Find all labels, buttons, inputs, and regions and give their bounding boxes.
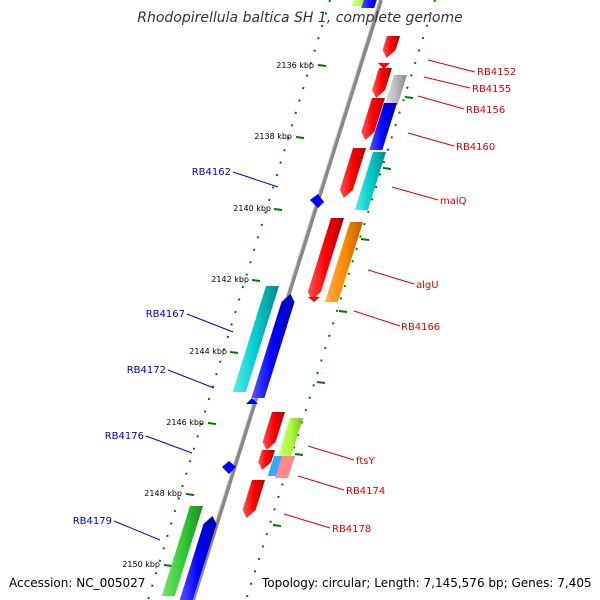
kbp-label: 2144 kbp [189, 347, 227, 356]
gene-red-a[interactable] [372, 68, 392, 98]
gene-top-red[interactable] [382, 36, 400, 58]
kbp-label: 2138 kbp [254, 132, 292, 141]
gene-red-d[interactable] [258, 450, 275, 470]
arrowhead-blue-2 [246, 398, 258, 404]
page-title: Rhodopirellula baltica SH 1, complete ge… [137, 10, 463, 26]
gene-top-blue[interactable] [361, 0, 383, 8]
gene-track [161, 0, 407, 600]
right-tick-track [245, 0, 436, 600]
gene-red-e[interactable] [242, 480, 265, 518]
gene-red-malq[interactable] [339, 148, 366, 198]
gene-label[interactable]: malQ [440, 196, 467, 207]
genome-summary-text: Topology: circular; Length: 7,145,576 bp… [261, 576, 592, 590]
arrowhead-red-1 [378, 63, 390, 69]
kbp-major-ticks [163, 64, 414, 567]
gene-label[interactable]: RB4166 [401, 322, 440, 333]
gene-pink[interactable] [275, 456, 295, 478]
kbp-label: 2142 kbp [211, 275, 249, 284]
gene-label[interactable]: RB4155 [472, 84, 511, 95]
gene-label[interactable]: RB4167 [146, 309, 185, 320]
kbp-label: 2136 kbp [276, 61, 314, 70]
gene-blue-b[interactable] [251, 294, 295, 398]
gene-red-algu[interactable] [307, 218, 344, 300]
arrowhead-red-2 [308, 297, 320, 302]
gene-label[interactable]: RB4176 [105, 431, 144, 442]
gene-label[interactable]: algU [416, 280, 439, 291]
left-tick-track [147, 0, 331, 600]
gene-red-b[interactable] [361, 98, 385, 140]
kbp-label: 2140 kbp [233, 204, 271, 213]
kbp-label: 2150 kbp [122, 560, 160, 569]
gene-grey[interactable] [384, 75, 407, 105]
gene-label[interactable]: RB4156 [466, 105, 505, 116]
arrowhead-blue-1 [310, 194, 324, 208]
gene-label[interactable]: RB4178 [332, 524, 371, 535]
accession-text: Accession: NC_005027 [9, 576, 145, 590]
gene-orange[interactable] [324, 222, 363, 302]
left-leader-lines [113, 171, 279, 541]
gene-cyan-a[interactable] [354, 152, 386, 210]
gene-lime[interactable] [278, 418, 303, 456]
gene-label[interactable]: RB4179 [73, 516, 112, 527]
gene-label[interactable]: RB4162 [192, 167, 231, 178]
gene-label[interactable]: RB4152 [477, 67, 516, 78]
gene-blue-c[interactable] [179, 516, 217, 600]
gene-label[interactable]: ftsY [356, 456, 375, 467]
gene-green[interactable] [161, 506, 203, 596]
gene-label[interactable]: RB4160 [456, 142, 495, 153]
right-leader-lines [283, 59, 476, 529]
gene-label[interactable]: RB4174 [346, 486, 385, 497]
gene-label[interactable]: RB4172 [127, 365, 166, 376]
gene-blue-small[interactable] [369, 103, 397, 150]
arrowhead-blue-3 [222, 461, 236, 474]
gene-cyan-b[interactable] [232, 286, 279, 392]
gene-red-c[interactable] [262, 412, 285, 450]
kbp-label: 2148 kbp [144, 489, 182, 498]
kbp-label: 2146 kbp [166, 418, 204, 427]
